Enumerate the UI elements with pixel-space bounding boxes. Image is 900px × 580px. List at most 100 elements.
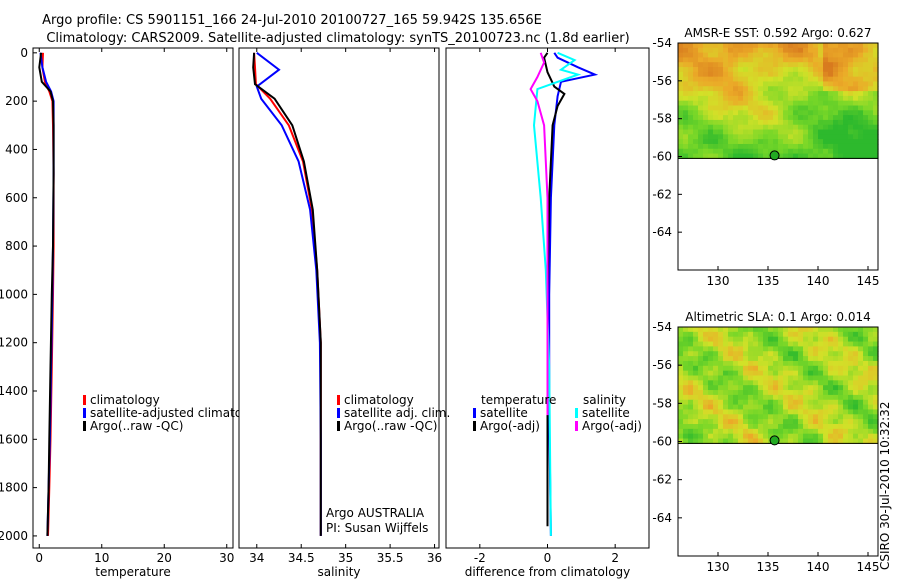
sla_map-cell xyxy=(818,360,824,367)
sla_map-cell xyxy=(768,428,774,435)
sst_map-cell xyxy=(838,134,844,140)
sst_map-cell xyxy=(733,86,739,92)
difference-temp-legend-swatch xyxy=(473,421,476,431)
difference-xtick-label: 0 xyxy=(544,551,552,565)
sst_map-cell xyxy=(848,47,854,54)
sla_map-cell xyxy=(768,390,774,396)
sla_map-cell xyxy=(743,341,749,347)
sst_map-cell xyxy=(723,67,729,73)
sst_map-cell xyxy=(818,47,824,54)
sla_map-cell xyxy=(818,433,824,440)
sst_map-cell xyxy=(833,115,839,121)
sla_map-cell xyxy=(763,356,769,362)
sst_map-cell xyxy=(733,148,739,155)
sst_map-cell xyxy=(678,67,684,73)
sla_map-cell xyxy=(743,404,749,411)
sla_map-cell xyxy=(728,424,734,430)
sla_map-cell xyxy=(823,419,829,425)
sla_map-cell xyxy=(778,380,784,386)
sst_map-cell xyxy=(748,47,754,54)
sst_map-cell xyxy=(813,91,819,97)
sla_map-cell xyxy=(718,419,724,425)
sla_map-cell xyxy=(773,399,779,406)
sla_map-cell xyxy=(733,428,739,435)
sst_map-cell xyxy=(703,71,709,78)
sla_map-cell xyxy=(723,375,729,381)
sst_map-cell xyxy=(813,105,819,111)
sst_map-cell xyxy=(813,148,819,155)
sla_map-cell xyxy=(763,390,769,396)
sla_map-cell xyxy=(828,370,834,377)
sla_map-cell xyxy=(693,356,699,362)
sst_map-cell xyxy=(683,57,689,63)
sst_map-cell xyxy=(738,57,744,63)
sla_map-cell xyxy=(783,385,789,391)
sla_map-cell xyxy=(873,365,879,372)
sla_map-cell xyxy=(803,424,809,430)
sla_map-cell xyxy=(793,351,799,357)
sst_map-cell xyxy=(743,105,749,111)
sla_map-cell xyxy=(748,433,754,440)
sla_map-cell xyxy=(798,419,804,425)
sla_map-cell xyxy=(698,336,704,343)
sst_map-cell xyxy=(688,81,694,87)
sst_map-cell xyxy=(728,124,734,131)
sst_map-cell xyxy=(748,95,754,102)
sla_map-cell xyxy=(743,414,749,420)
sst_map-cell xyxy=(718,95,724,102)
sst_map-cell xyxy=(688,43,694,49)
sla_map-cell xyxy=(778,409,784,415)
sst_map-cell xyxy=(793,134,799,140)
sst_map-cell xyxy=(708,148,714,155)
sla_map-ytick-label: -56 xyxy=(652,358,672,372)
sla_map-cell xyxy=(853,365,859,372)
sla_map-cell xyxy=(688,385,694,391)
sst_map-cell xyxy=(818,62,824,68)
sst_map-cell xyxy=(713,76,719,83)
sla_map-cell xyxy=(723,404,729,411)
sst_map-cell xyxy=(688,91,694,97)
sla_map-cell xyxy=(793,399,799,406)
sst_map-cell xyxy=(863,95,869,102)
sla_map-cell xyxy=(828,399,834,406)
sla_map-cell xyxy=(863,409,869,415)
sla_map-cell xyxy=(733,438,739,445)
sst_map-cell xyxy=(733,47,739,54)
sst_map-cell xyxy=(863,86,869,92)
sla_map-cell xyxy=(803,428,809,435)
sla_map-cell xyxy=(728,341,734,347)
sst_map-cell xyxy=(788,134,794,140)
sst_map-cell xyxy=(763,134,769,140)
sst_map-cell xyxy=(728,129,734,135)
sst_map-cell xyxy=(728,110,734,116)
sst_map-cell xyxy=(798,47,804,54)
sst_map-cell xyxy=(723,119,729,126)
sla_map-cell xyxy=(738,438,744,445)
sla_map-cell xyxy=(808,356,814,362)
sla_map-cell xyxy=(863,438,869,445)
sla_map-cell xyxy=(773,404,779,411)
sst_map-cell xyxy=(733,91,739,97)
sst_map-cell xyxy=(728,47,734,54)
sst_map-cell xyxy=(703,143,709,150)
sla_map-cell xyxy=(798,399,804,406)
sst_map-cell xyxy=(678,91,684,97)
sla_map-cell xyxy=(858,356,864,362)
sst_map-cell xyxy=(698,95,704,102)
sst_map-cell xyxy=(778,86,784,92)
sst_map-cell xyxy=(748,62,754,68)
sla_map-cell xyxy=(753,433,759,440)
sla_map-cell xyxy=(788,331,794,338)
sst_map-cell xyxy=(763,43,769,49)
sst_map-cell xyxy=(813,124,819,131)
sla_map-cell xyxy=(833,409,839,415)
sla_map-cell xyxy=(858,394,864,401)
sst_map-cell xyxy=(858,148,864,155)
sla_map-cell xyxy=(843,394,849,401)
sst_map-cell xyxy=(708,100,714,107)
sla_map-cell xyxy=(783,327,789,333)
sst_map-cell xyxy=(688,110,694,116)
sst_map-cell xyxy=(738,43,744,49)
sst_map-cell xyxy=(733,124,739,131)
sst_map-cell xyxy=(868,148,874,155)
